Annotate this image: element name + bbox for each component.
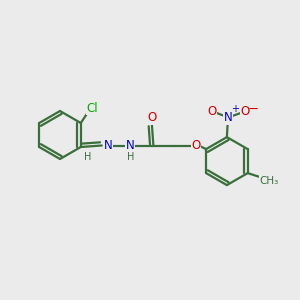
Text: CH₃: CH₃ (259, 176, 278, 186)
Text: O: O (147, 111, 157, 124)
Text: +: + (231, 104, 239, 114)
Text: H: H (84, 152, 91, 163)
Text: N: N (224, 111, 233, 124)
Text: O: O (241, 105, 250, 118)
Text: −: − (248, 103, 259, 116)
Text: Cl: Cl (86, 101, 98, 115)
Text: H: H (127, 152, 134, 162)
Text: O: O (191, 139, 201, 152)
Text: O: O (207, 105, 217, 118)
Text: N: N (126, 139, 134, 152)
Text: N: N (104, 139, 113, 152)
